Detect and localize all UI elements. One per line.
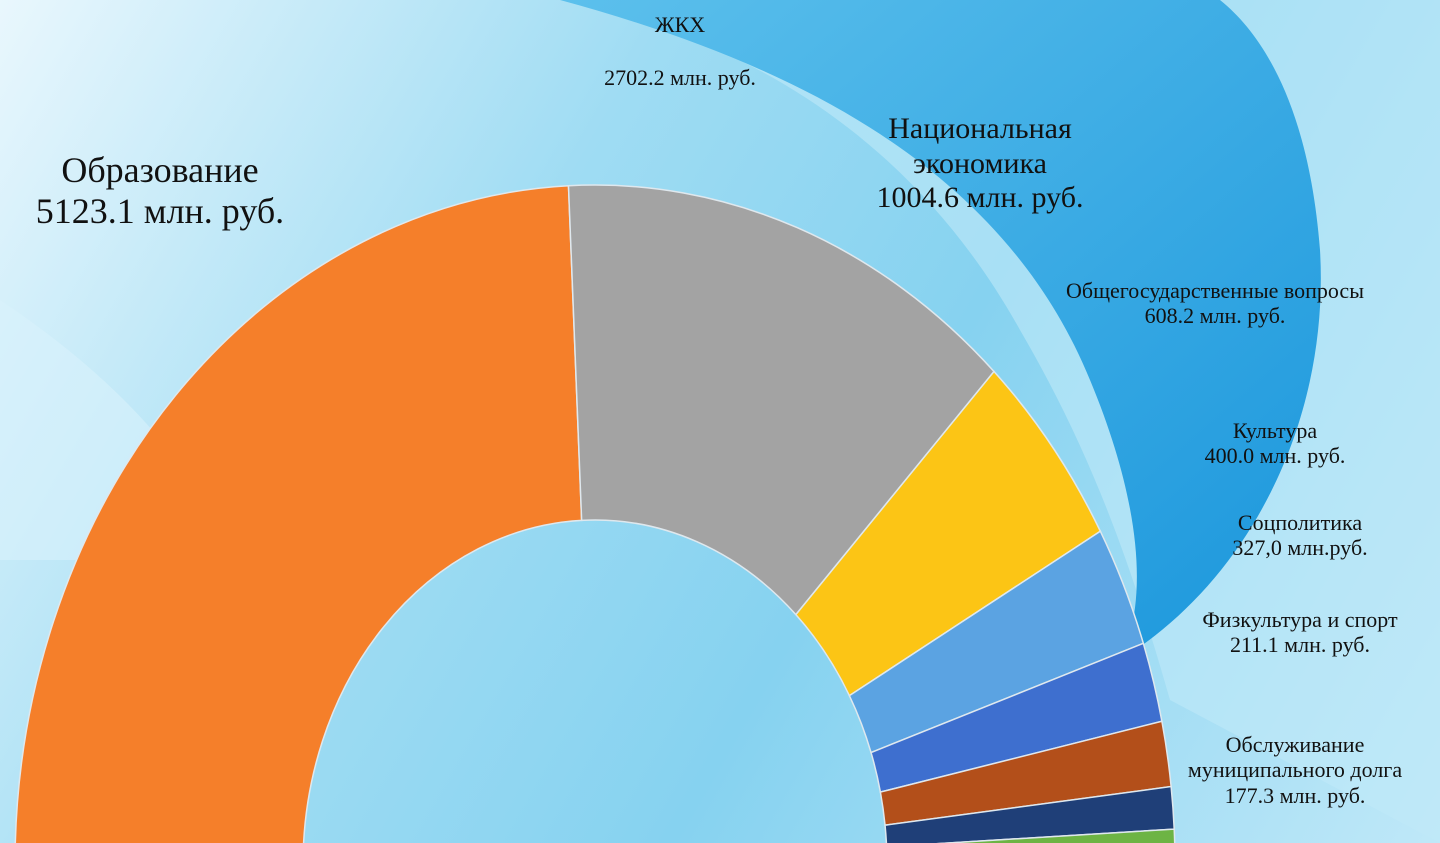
- value-label: 1004.6 млн. руб.: [876, 181, 1084, 214]
- segment-label: Физкультура и спорт 211.1 млн. руб.: [1160, 607, 1440, 658]
- category-name: Общегосударственные вопросы: [1066, 278, 1364, 303]
- donut-segment: [884, 785, 1175, 843]
- segment-label: Общегосударственные вопросы 608.2 млн. ру…: [1040, 278, 1390, 329]
- category-name: Обслуживание муниципального долга: [1187, 732, 1403, 783]
- segment-label: Национальная экономика 1004.6 млн. руб.: [840, 112, 1120, 216]
- category-name: Физкультура и спорт: [1202, 607, 1398, 632]
- category-name: Образование: [61, 150, 259, 190]
- value-label: 177.3 млн. руб.: [1224, 782, 1366, 808]
- value-label: 608.2 млн. руб.: [1144, 303, 1286, 329]
- value-label: 211.1 млн. руб.: [1230, 632, 1370, 658]
- segment-label: Соцполитика 327,0 млн.руб.: [1160, 510, 1440, 561]
- category-name: Культура: [1232, 418, 1318, 443]
- segment-label: Обслуживание муниципального долга 177.3 м…: [1170, 732, 1420, 808]
- category-name: Национальная экономика: [888, 112, 1072, 180]
- value-label: 2702.2 млн. руб.: [604, 65, 756, 91]
- value-label: 400.0 млн. руб.: [1204, 443, 1346, 469]
- background-swoosh: [560, 0, 1321, 660]
- value-label: 5123.1 млн. руб.: [35, 191, 285, 232]
- segment-label: Образование 5123.1 млн. руб.: [0, 150, 320, 233]
- category-name: ЖКХ: [654, 12, 706, 37]
- donut-segment: [14, 184, 583, 843]
- segment-label: ЖКХ 2702.2 млн. руб.: [540, 12, 820, 91]
- category-name: Соцполитика: [1237, 510, 1363, 535]
- donut-segment: [567, 184, 995, 616]
- segment-label: Культура 400.0 млн. руб.: [1140, 418, 1410, 469]
- value-label: 327,0 млн.руб.: [1232, 535, 1368, 561]
- donut-segment: [936, 828, 1176, 843]
